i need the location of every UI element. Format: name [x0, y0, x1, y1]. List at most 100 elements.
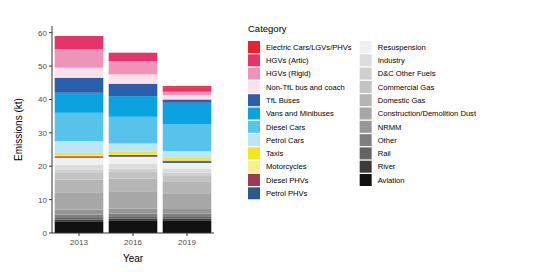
legend-label: Taxis: [266, 149, 284, 158]
x-axis-title: Year: [123, 253, 144, 264]
y-axis-line: [52, 26, 53, 233]
y-tick: [49, 32, 52, 33]
bar-segment: [109, 117, 158, 144]
legend-label: NRMM: [378, 123, 402, 132]
legend-label: Domestic Gas: [378, 96, 426, 105]
legend-key: [360, 94, 372, 106]
bar-segment: [163, 175, 212, 181]
legend-key: [248, 108, 260, 120]
bar-segment: [163, 169, 212, 173]
bar-segment: [163, 181, 212, 194]
bar-segment: [109, 209, 158, 214]
bar-segment: [109, 52, 158, 53]
legend-key: [360, 147, 372, 159]
y-tick-label: 40: [38, 95, 47, 104]
legend-key: [248, 54, 260, 66]
bar-segment: [55, 165, 104, 170]
bar-segment: [163, 217, 212, 219]
legend-key: [360, 41, 372, 53]
y-axis-title: Emissions (kt): [13, 98, 24, 161]
legend-key: [248, 174, 260, 186]
bar-segment: [109, 157, 158, 164]
legend-label: Construction/Demolition Dust: [378, 109, 477, 118]
legend-key: [248, 68, 260, 80]
bar-segment: [55, 113, 104, 141]
legend-title: Category: [248, 23, 287, 34]
bar-segment: [55, 158, 104, 165]
bar-segment: [163, 95, 212, 99]
legend-label: D&C Other Fuels: [378, 69, 436, 78]
bar-segment: [163, 103, 212, 125]
bar-segment: [55, 220, 104, 222]
legend-key: [248, 187, 260, 199]
legend-label: TfL Buses: [266, 96, 300, 105]
bar-segment: [55, 210, 104, 215]
legend-label: Aviation: [378, 176, 405, 185]
y-tick-label: 0: [43, 229, 48, 238]
bar-segment: [109, 144, 158, 152]
bar-segment: [109, 152, 158, 154]
bar-segment: [55, 93, 104, 113]
legend-label: Diesel Cars: [266, 123, 305, 132]
x-tick: [133, 233, 134, 236]
legend-key: [360, 121, 372, 133]
legend-key: [360, 161, 372, 173]
x-tick-label: 2016: [124, 238, 142, 247]
bar-segment: [109, 84, 158, 96]
bar-segment: [163, 161, 212, 162]
bar-segment: [55, 180, 104, 193]
bar-segment: [109, 155, 158, 156]
bar-segment: [163, 92, 212, 95]
bar-segment: [55, 173, 104, 180]
bar-segment: [109, 53, 158, 61]
bar-segment: [109, 192, 158, 209]
bar-segment: [55, 153, 104, 156]
bar-segment: [109, 96, 158, 117]
bar-segment: [109, 172, 158, 179]
x-tick-label: 2019: [178, 238, 196, 247]
bar-segment: [55, 221, 104, 233]
legend-label: Petrol Cars: [266, 136, 304, 145]
y-tick: [49, 166, 52, 167]
legend-key: [360, 68, 372, 80]
bar-segment: [55, 36, 104, 37]
bar-segment: [163, 220, 212, 233]
legend-key: [360, 81, 372, 93]
bar-segment: [109, 74, 158, 83]
legend-key: [360, 174, 372, 186]
legend-label: Diesel PHVs: [266, 176, 309, 185]
bar-segment: [109, 156, 158, 158]
legend-label: Commercial Gas: [378, 83, 435, 92]
y-tick-label: 60: [38, 29, 47, 38]
legend-label: HGVs (Artic): [266, 56, 309, 65]
legend-label: Rail: [378, 149, 391, 158]
bar-segment: [55, 36, 104, 49]
legend-key: [248, 94, 260, 106]
legend-label: Petrol PHVs: [266, 189, 308, 198]
bar-segment: [109, 61, 158, 74]
y-tick-label: 20: [38, 162, 47, 171]
bar-segment: [163, 87, 212, 92]
y-tick: [49, 66, 52, 67]
legend-key: [248, 41, 260, 53]
bar-segment: [55, 215, 104, 218]
legend-label: Other: [378, 136, 397, 145]
bar-segment: [55, 141, 104, 153]
y-tick: [49, 99, 52, 100]
bar-segment: [163, 162, 212, 163]
bar-segment: [109, 214, 158, 217]
bar-segment: [163, 99, 212, 102]
y-tick-label: 30: [38, 129, 47, 138]
bar-segment: [163, 163, 212, 169]
y-tick-label: 50: [38, 62, 47, 71]
legend-key: [248, 81, 260, 93]
legend-label: River: [378, 162, 396, 171]
legend-label: Resuspension: [378, 43, 426, 52]
bar-segment: [163, 158, 212, 160]
bar-segment: [55, 193, 104, 210]
bar-segment: [109, 164, 158, 169]
bar-segment: [163, 151, 212, 158]
bar-segment: [55, 157, 104, 159]
legend-label: Electric Cars/LGVs/PHVs: [266, 43, 352, 52]
legend-key: [360, 108, 372, 120]
